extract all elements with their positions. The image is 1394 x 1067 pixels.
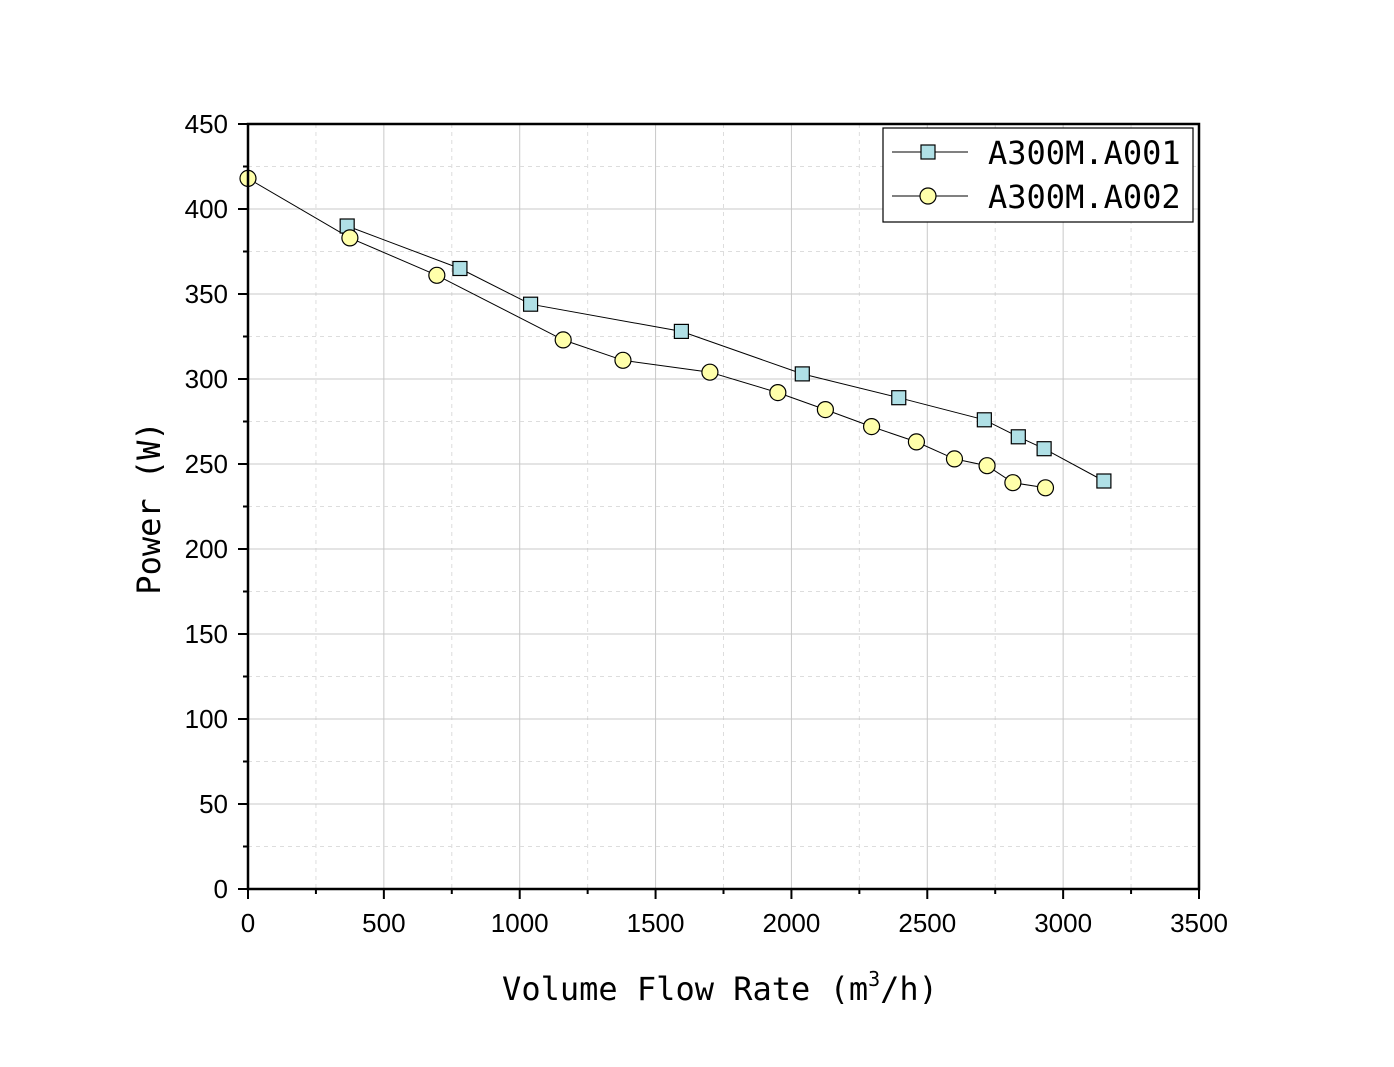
- y-tick-label: 250: [185, 449, 228, 479]
- x-tick-label: 1000: [491, 908, 549, 938]
- x-tick-label: 0: [241, 908, 255, 938]
- data-point-circle: [341, 229, 359, 247]
- axis-ticks: [238, 123, 1200, 899]
- y-tick-label: 50: [199, 789, 228, 819]
- data-point-square: [452, 260, 468, 277]
- data-point-square: [976, 412, 992, 428]
- y-tick-labels: 0 50 100 150 200 250 300 350 400 450: [185, 109, 228, 904]
- y-tick-label: 150: [185, 619, 228, 649]
- data-point-square: [522, 296, 539, 312]
- y-tick-label: 300: [185, 364, 228, 394]
- data-point-circle: [769, 384, 787, 402]
- data-point-circle: [1036, 479, 1055, 497]
- grid: [248, 124, 1199, 889]
- y-tick-label: 350: [185, 279, 228, 309]
- y-tick-label: 400: [185, 194, 228, 224]
- data-point-circle: [862, 418, 881, 436]
- x-tick-labels: 0 500 1000 1500 2000 2500 3000 3500: [241, 908, 1228, 938]
- data-point-circle: [428, 266, 446, 284]
- y-tick-label: 450: [185, 109, 228, 139]
- data-point-square: [891, 390, 907, 406]
- legend-box: [882, 127, 1194, 223]
- x-tick-label: 3000: [1034, 908, 1092, 938]
- series-line-2: [247, 177, 1046, 489]
- data-point-square: [1036, 441, 1052, 457]
- data-point-circle: [554, 331, 572, 349]
- legend-marker-a002: [919, 187, 937, 205]
- legend-marker-a001: [920, 144, 936, 160]
- data-point-square: [1096, 473, 1112, 489]
- legend-label-a001: A300M.A001: [988, 134, 1181, 172]
- x-axis-title: Volume Flow Rate (m3/h): [502, 967, 938, 1008]
- y-tick-label: 200: [185, 534, 228, 564]
- data-point-square: [794, 366, 810, 382]
- y-tick-label: 0: [214, 874, 228, 904]
- data-point-circle: [701, 363, 719, 381]
- legend-label-a002: A300M.A002: [988, 178, 1181, 216]
- x-tick-label: 2000: [763, 908, 821, 938]
- data-point-circle: [907, 433, 926, 451]
- series-line-1: [346, 225, 1105, 482]
- data-point-circle: [816, 401, 834, 419]
- legend: A300M.A001 A300M.A002: [882, 127, 1194, 223]
- data-point-circle: [945, 450, 964, 468]
- x-tick-label: 1500: [627, 908, 685, 938]
- data-point-circle: [978, 457, 996, 475]
- data-point-circle: [1004, 474, 1022, 492]
- data-point-square: [673, 323, 689, 339]
- y-tick-label: 100: [185, 704, 228, 734]
- x-tick-label: 2500: [898, 908, 956, 938]
- x-tick-label: 3500: [1170, 908, 1228, 938]
- x-tick-label: 500: [362, 908, 405, 938]
- data-point-circle: [614, 351, 632, 369]
- y-axis-title: Power (W): [130, 421, 168, 594]
- series-markers: [239, 169, 1112, 497]
- data-point-square: [1010, 429, 1026, 445]
